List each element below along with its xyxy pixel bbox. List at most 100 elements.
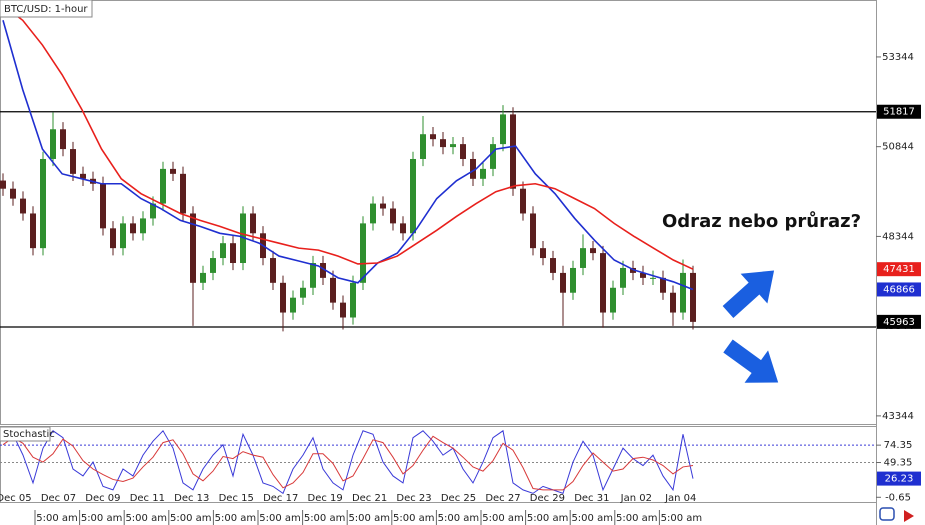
- candle-body: [190, 213, 196, 283]
- ma-line: [2, 20, 694, 291]
- y-tick-label: 48344: [882, 231, 914, 242]
- price-tag-label: 51817: [883, 107, 915, 118]
- candle-body: [120, 223, 126, 249]
- x-date-label: Dec 05: [0, 493, 32, 504]
- x-date-label: Dec 21: [352, 493, 387, 504]
- candle-body: [590, 248, 596, 254]
- candle-body: [390, 208, 396, 224]
- candle-body: [220, 243, 226, 259]
- price-tag: [877, 282, 921, 297]
- stoch-line: [2, 429, 694, 495]
- annotation: Odraz nebo průraz?: [662, 210, 861, 232]
- x-date-label: Jan 04: [664, 493, 696, 504]
- candle-body: [450, 144, 456, 148]
- stoch-tag-label: 26.23: [885, 474, 914, 485]
- candle-body: [560, 272, 566, 293]
- x-date-label: Dec 19: [308, 493, 343, 504]
- price-tag-label: 47431: [883, 264, 915, 275]
- y-tick-label: 49.35: [884, 458, 913, 469]
- candle-body: [270, 258, 276, 283]
- arrow-down: [723, 339, 779, 383]
- candle-body: [490, 144, 496, 169]
- price-tag: [877, 262, 921, 277]
- candle-body: [670, 292, 676, 313]
- candle-body: [320, 263, 326, 278]
- candle-body: [130, 223, 136, 234]
- candle-body: [480, 168, 486, 179]
- candle-body: [370, 203, 376, 224]
- x-date-label: Dec 27: [485, 493, 520, 504]
- candle-body: [360, 223, 366, 283]
- y-tick-label: -0.65: [885, 492, 911, 503]
- y-tick-label: 53344: [882, 52, 914, 63]
- price-tag: [877, 104, 921, 119]
- candle-body: [40, 158, 46, 249]
- price-tag-label: 45963: [883, 317, 915, 328]
- candle-body: [250, 213, 256, 234]
- candle-body: [330, 277, 336, 303]
- candle-body: [630, 267, 636, 273]
- x-time-label: 5:00 am: [438, 513, 480, 524]
- candle-body: [640, 272, 646, 278]
- x-date-label: Dec 25: [441, 493, 476, 504]
- candle-body: [690, 272, 696, 322]
- x-date-label: Dec 09: [85, 493, 120, 504]
- candle-body: [410, 158, 416, 234]
- x-time-label: 5:00 am: [571, 513, 613, 524]
- candle-body: [530, 213, 536, 249]
- stoch-tag: [877, 471, 921, 486]
- candle-body: [610, 287, 616, 313]
- x-time-label: 5:00 am: [304, 513, 346, 524]
- candle-body: [660, 277, 666, 293]
- candle-body: [470, 158, 476, 179]
- x-time-label: 5:00 am: [170, 513, 212, 524]
- candle-body: [430, 134, 436, 140]
- stoch-line: [2, 435, 694, 491]
- x-date-label: Dec 15: [219, 493, 254, 504]
- candle-body: [420, 134, 426, 159]
- candle-body: [280, 282, 286, 313]
- link-icon[interactable]: [879, 507, 895, 521]
- candle-body: [70, 149, 76, 174]
- x-time-label: 5:00 am: [36, 513, 78, 524]
- candle-body: [160, 168, 166, 204]
- candle-body: [310, 263, 316, 288]
- x-time-label: 5:00 am: [393, 513, 435, 524]
- price-tag: [877, 314, 921, 329]
- x-date-label: Dec 07: [41, 493, 76, 504]
- candle-body: [290, 297, 296, 313]
- candle-body: [180, 173, 186, 214]
- candle-body: [680, 272, 686, 313]
- y-tick-label: 74.35: [884, 440, 913, 451]
- candle-body: [570, 267, 576, 293]
- x-time-label: 5:00 am: [482, 513, 524, 524]
- x-date-label: Dec 11: [130, 493, 165, 504]
- candle-body: [50, 129, 56, 159]
- candle-body: [100, 183, 106, 229]
- x-time-label: 5:00 am: [661, 513, 703, 524]
- candle-body: [510, 114, 516, 189]
- candle-body: [600, 253, 606, 313]
- candle-body: [500, 114, 506, 145]
- candle-body: [210, 258, 216, 273]
- stoch-title: Stochastic: [3, 429, 55, 440]
- candle-body: [110, 228, 116, 249]
- y-tick-label: 43344: [882, 411, 914, 422]
- candle-body: [650, 277, 656, 279]
- candle-body: [80, 173, 86, 179]
- candle-body: [440, 139, 446, 148]
- candle-body: [550, 258, 556, 273]
- candle-body: [300, 287, 306, 298]
- candle-body: [350, 282, 356, 318]
- x-date-label: Jan 02: [620, 493, 652, 504]
- logo-icon: [904, 510, 914, 522]
- arrow-up: [722, 270, 775, 318]
- candle-body: [340, 302, 346, 318]
- candle-body: [140, 218, 146, 234]
- x-time-label: 5:00 am: [215, 513, 257, 524]
- candle-body: [60, 129, 66, 150]
- x-time-label: 5:00 am: [259, 513, 301, 524]
- candle-body: [460, 144, 466, 159]
- x-time-label: 5:00 am: [527, 513, 569, 524]
